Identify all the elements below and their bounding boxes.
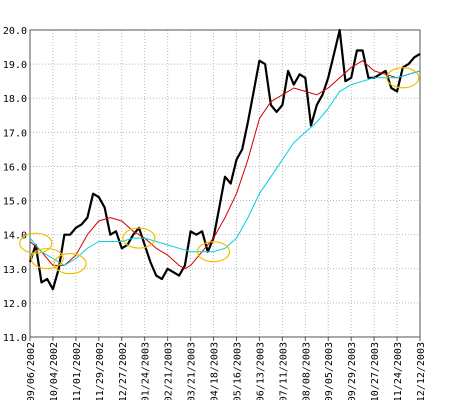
x-tick-label: 01/24/2003 (141, 342, 152, 400)
plot-frame (29, 29, 421, 338)
x-tick-label: 09/06/2002 (26, 342, 37, 400)
x-tick-label: 12/12/2003 (416, 342, 427, 400)
x-tick-label: 11/01/2002 (72, 342, 83, 400)
y-tick-label: 14.0 (3, 231, 27, 242)
y-tick-label: 12.0 (3, 299, 27, 310)
x-tick-label: 08/08/2003 (301, 342, 312, 400)
y-tick-label: 19.0 (3, 60, 27, 71)
y-tick-label: 11.0 (3, 333, 27, 344)
y-tick-label: 17.0 (3, 128, 27, 139)
x-tick-label: 02/21/2003 (164, 342, 175, 400)
x-tick-label: 11/29/2002 (95, 342, 106, 400)
x-tick-label: 09/05/2003 (324, 342, 335, 400)
x-tick-label: 11/24/2003 (393, 342, 404, 400)
series-line-3 (29, 70, 421, 266)
x-tick-label: 03/21/2003 (187, 342, 198, 400)
series-line-1 (28, 28, 421, 291)
crossover-marker (53, 253, 87, 275)
series-line-2 (29, 60, 421, 270)
x-tick-label: 06/13/2003 (255, 342, 266, 400)
y-tick-label: 20.0 (3, 26, 27, 37)
x-tick-label: 04/18/2003 (210, 342, 221, 400)
y-tick-label: 15.0 (3, 197, 27, 208)
x-tick-label: 10/04/2002 (49, 342, 60, 400)
crossover-marker (30, 247, 64, 270)
x-tick-label: 09/29/2003 (347, 342, 358, 400)
crossover-marker (386, 67, 420, 89)
x-tick-label: 12/27/2002 (118, 342, 129, 400)
y-tick-label: 13.0 (3, 265, 27, 276)
crossover-marker (122, 227, 156, 249)
y-tick-label: 18.0 (3, 94, 27, 105)
x-tick-label: 10/27/2003 (370, 342, 381, 400)
crossover-marker (19, 232, 53, 254)
y-tick-label: 16.0 (3, 162, 27, 173)
x-tick-label: 05/16/2003 (232, 342, 243, 400)
x-tick-label: 07/11/2003 (278, 342, 289, 400)
crossover-marker (196, 241, 231, 263)
